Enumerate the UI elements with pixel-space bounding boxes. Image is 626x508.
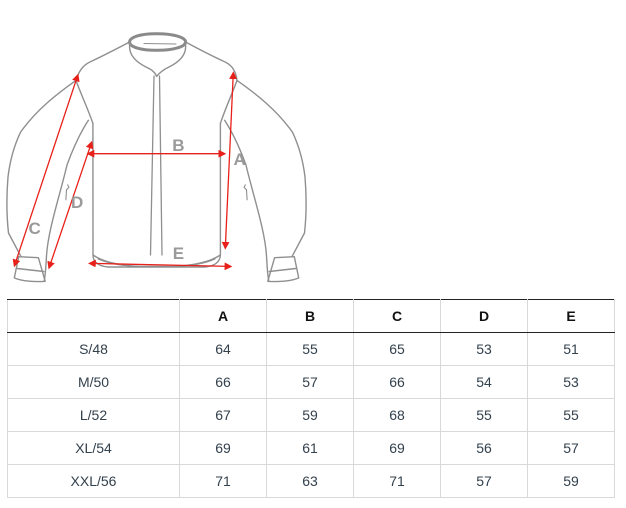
svg-text:A: A (234, 150, 246, 169)
svg-text:D: D (71, 193, 83, 212)
svg-text:B: B (172, 136, 184, 155)
svg-text:E: E (173, 244, 184, 263)
svg-text:C: C (28, 219, 40, 238)
